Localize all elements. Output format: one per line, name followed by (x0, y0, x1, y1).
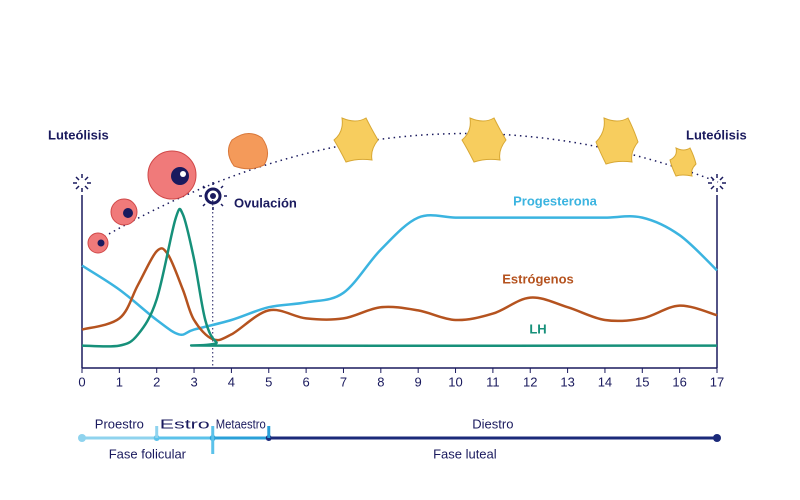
x-tick-label: 11 (486, 374, 500, 389)
follicle-highlight (180, 171, 186, 177)
corpus-luteum (333, 117, 379, 163)
corpus-luteum (461, 117, 507, 163)
burst-right (708, 174, 726, 192)
x-tick-label: 10 (448, 374, 462, 389)
x-tick-label: 5 (265, 374, 272, 389)
series-label: Progesterona (513, 193, 598, 208)
corpus-albicans (669, 147, 697, 177)
follicle-core (123, 208, 133, 218)
x-tick-label: 17 (710, 374, 724, 389)
ovum-core (210, 193, 216, 199)
x-tick-label: 6 (303, 374, 310, 389)
decorations (73, 117, 726, 254)
series-label: LH (529, 321, 546, 336)
x-tick-label: 13 (560, 374, 574, 389)
phase-start (78, 434, 86, 442)
corpus-luteum (595, 117, 639, 165)
follicle-core (171, 167, 189, 185)
series-label: Estrógenos (502, 271, 574, 286)
burst-left (73, 174, 91, 192)
x-tick-label: 8 (377, 374, 384, 389)
x-tick-label: 9 (415, 374, 422, 389)
phase-label: Estro (160, 416, 210, 431)
follicle-core (97, 239, 105, 247)
luteolysis-left: Luteólisis (48, 127, 109, 142)
x-tick-label: 15 (635, 374, 649, 389)
phase-end (713, 434, 721, 442)
corpus-hemorrhagicum (228, 133, 268, 170)
series-line (81, 207, 718, 348)
phase-label: Proestro (95, 416, 144, 431)
x-tick-label: 1 (116, 374, 123, 389)
series-line (81, 214, 718, 336)
x-tick-label: 2 (153, 374, 160, 389)
x-tick-label: 14 (598, 374, 612, 389)
series-line (81, 247, 718, 342)
x-tick-label: 16 (672, 374, 686, 389)
x-tick-label: 4 (228, 374, 235, 389)
phase-label: Diestro (472, 416, 513, 431)
phase-label: Metaestro (216, 416, 266, 431)
x-tick-label: 0 (78, 374, 85, 389)
stage-label: Fase luteal (433, 446, 497, 461)
x-tick-label: 3 (190, 374, 197, 389)
stage-label: Fase folicular (109, 446, 187, 461)
cycle-arc (89, 132, 719, 246)
luteolysis-right: Luteólisis (686, 127, 747, 142)
ovulation-label: Ovulación (234, 195, 297, 210)
burst-ovulation (199, 182, 227, 210)
x-tick-label: 12 (523, 374, 537, 389)
x-tick-label: 7 (340, 374, 347, 389)
